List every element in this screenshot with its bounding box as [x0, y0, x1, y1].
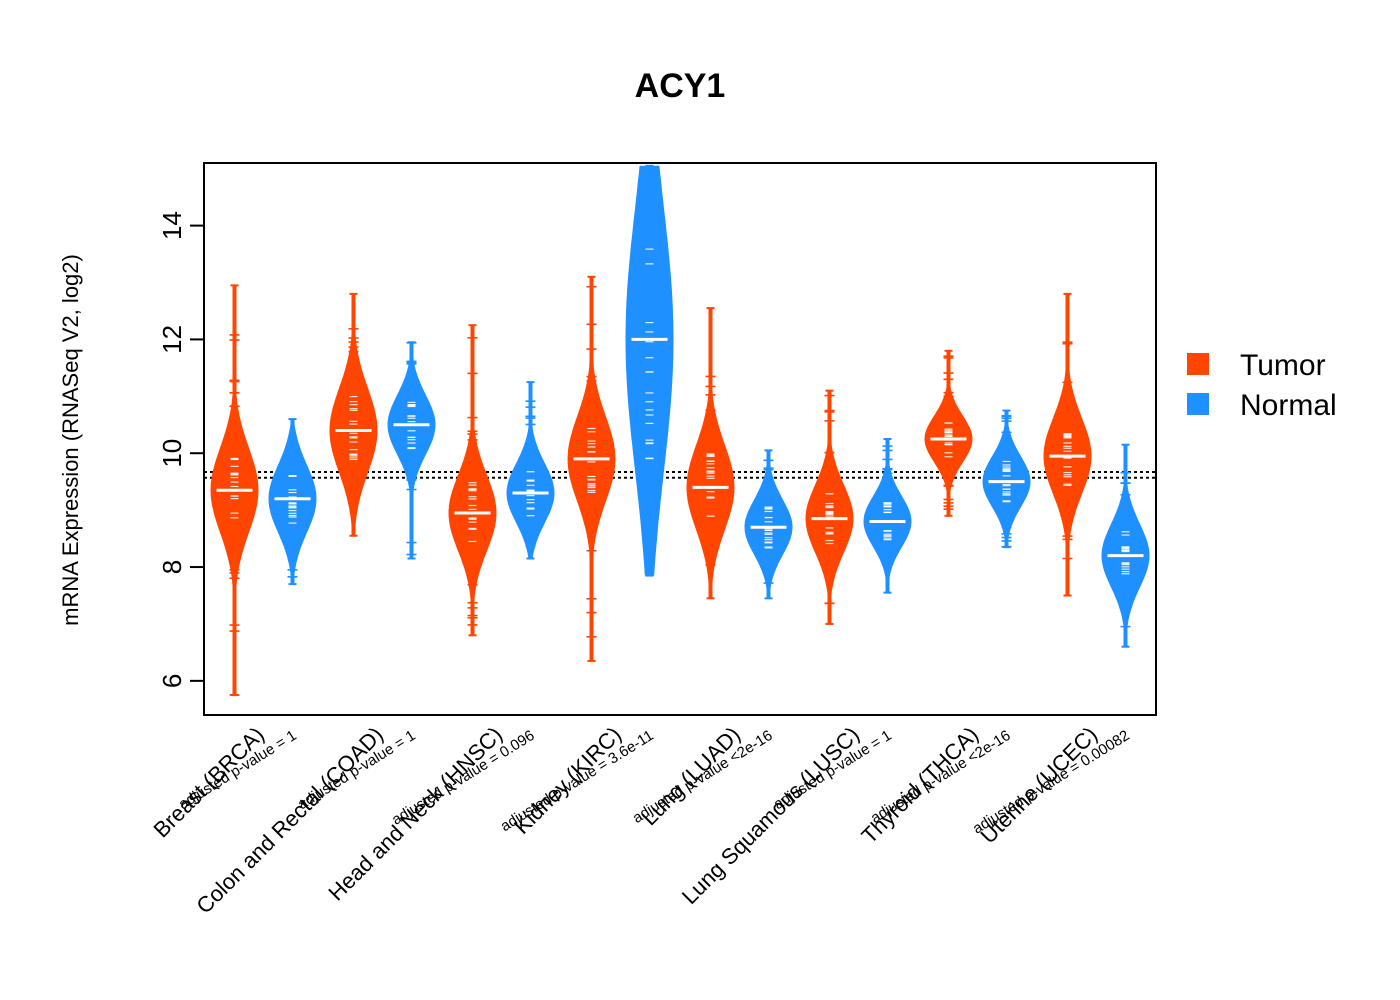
- y-axis: 6 8 10 12 14: [157, 211, 205, 688]
- legend-label: Normal: [1240, 389, 1337, 422]
- bean-density: [625, 165, 674, 576]
- bean-density: [1101, 444, 1150, 647]
- y-axis-label: mRNA Expression (RNASeq V2, log2): [58, 254, 83, 626]
- tumor-bean: [448, 324, 497, 637]
- bean-density: [268, 419, 317, 585]
- y-tick-label: 14: [157, 211, 187, 240]
- tumor-bean: [924, 349, 973, 517]
- bean-density: [448, 325, 497, 636]
- legend-label: Tumor: [1240, 349, 1326, 382]
- bean-density: [686, 308, 735, 599]
- normal-bean: [387, 341, 436, 560]
- bean-density: [744, 450, 793, 599]
- chart-title: ACY1: [635, 67, 726, 105]
- tumor-bean: [686, 307, 735, 600]
- bean-density: [982, 410, 1031, 548]
- legend-swatch: [1187, 353, 1209, 375]
- normal-bean: [982, 409, 1031, 549]
- normal-bean: [744, 449, 793, 600]
- tumor-bean: [329, 292, 378, 537]
- y-tick-label: 10: [157, 439, 187, 468]
- normal-bean: [1101, 443, 1150, 648]
- normal-bean: [268, 418, 317, 586]
- bean-density: [506, 382, 555, 559]
- bean-group: [210, 164, 1150, 697]
- bean-density: [1043, 293, 1092, 596]
- normal-bean: [506, 381, 555, 560]
- y-tick-label: 12: [157, 325, 187, 354]
- normal-bean: [625, 164, 674, 577]
- bean-density: [863, 439, 912, 593]
- bean-density: [567, 276, 616, 661]
- y-tick-label: 8: [157, 560, 187, 574]
- bean-density: [387, 342, 436, 559]
- legend: Tumor Normal: [1187, 349, 1337, 422]
- normal-bean: [863, 438, 912, 594]
- y-tick-label: 6: [157, 674, 187, 688]
- tumor-bean: [805, 389, 854, 625]
- bean-density: [329, 293, 378, 536]
- legend-swatch: [1187, 393, 1209, 415]
- tumor-bean: [567, 275, 616, 662]
- tumor-bean: [1043, 292, 1092, 597]
- tumor-bean: [210, 284, 259, 697]
